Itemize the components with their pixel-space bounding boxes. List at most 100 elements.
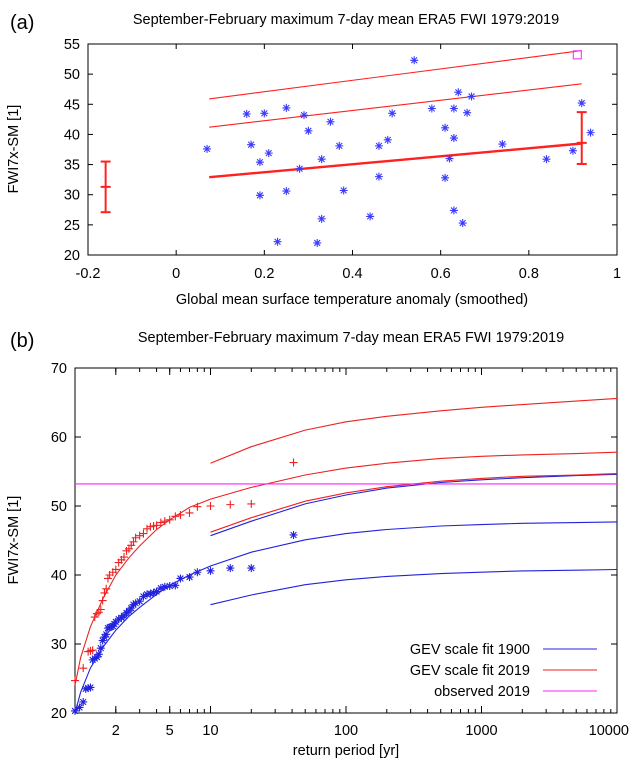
panel-b-point-1900 [171,581,180,590]
panel-a-observation-point [273,237,282,246]
panel-a-xlabel: Global mean surface temperature anomaly … [176,292,528,308]
panel-b-point-2019 [185,508,194,517]
panel-b-legend-label: observed 2019 [434,684,530,700]
panel-b-confidence-line [210,568,618,606]
panel-a-observation-point [577,99,586,108]
panel-b-ylabel: FWI7x-SM [1] [6,496,22,585]
panel-b-point-1900 [102,630,111,639]
panel-b-point-1900 [143,590,152,599]
panel-b-point-1900 [160,582,169,591]
panel-a-observation-point [339,186,348,195]
panel-a-fit-upper-outer [209,50,582,100]
panel-a-xtick-label: -0.2 [76,266,101,282]
panel-b-point-1900 [165,582,174,591]
panel-a-fit-mean [209,142,582,179]
panel-a-observed-2019-point [572,50,582,60]
panel-b-confidence-line [210,473,618,537]
panel-b-point-1900 [149,588,158,597]
panel-a-observation-point [374,172,383,181]
panel-a-observation-point [317,155,326,164]
panel-a-ylabel: FWI7x-SM [1] [6,105,22,194]
panel-b-point-2019 [289,458,298,467]
panel-b-gev-2019-line [74,451,618,686]
panel-a-observation-point [282,103,291,112]
panel-b-point-2019 [79,664,88,673]
panel-b-point-1900 [247,564,256,573]
panel-b-point-1900 [94,650,103,659]
panel-b-legend-label: GEV scale fit 2019 [410,663,530,679]
panel-b-point-2019 [176,510,185,519]
panel-a-observation-point [498,140,507,149]
panel-b-point-1900 [289,530,298,539]
panel-a-plot-frame [87,43,618,256]
panel-b-ytick-label: 40 [51,568,67,584]
panel-a-observation-point [260,109,269,118]
panel-b-point-2019 [171,512,180,521]
panel-a-observation-point [449,206,458,215]
panel-b-point-2019 [92,609,101,618]
panel-b-legend-label: GEV scale fit 1900 [410,642,530,658]
panel-b-point-1900 [185,573,194,582]
panel-a-observation-point [441,173,450,182]
panel-b-point-2019 [193,502,202,511]
panel-b-point-2019 [247,499,256,508]
panel-a-observation-point [458,219,467,228]
panel-b-point-1900 [131,599,140,608]
panel-a-ytick-label: 35 [64,158,80,174]
panel-b-point-1900 [100,633,109,642]
panel-b-point-2019 [96,605,105,614]
panel-b-point-1900 [86,683,95,692]
panel-a-title: September-February maximum 7-day mean ER… [133,12,559,28]
panel-b-xtick-label: 1000 [465,723,497,739]
panel-a-observation-point [242,109,251,118]
panel-b-point-1900 [139,592,148,601]
panel-a-observation-point [454,88,463,97]
panel-a-observation-point [445,154,454,163]
panel-b-point-2019 [88,646,97,655]
panel-a-observation-point [247,140,256,149]
panel-a-observation-point [542,155,551,164]
panel-b-point-2019 [111,565,120,574]
panel-b-confidence-line [210,397,618,464]
panel-b-ytick-label: 20 [51,706,67,722]
panel-a-ytick-label: 45 [64,97,80,113]
panel-a-xtick-label: 0.6 [431,266,451,282]
panel-a-xtick-label: 0 [172,266,180,282]
panel-b-point-1900 [114,615,123,624]
panel-a-ytick-label: 50 [64,67,80,83]
panel-a-observation-point [282,187,291,196]
panel-b-point-2019 [156,518,165,527]
panel-b-point-1900 [135,597,144,606]
panel-a-observation-point [300,111,309,120]
panel-a-xtick-label: 1 [613,266,621,282]
panel-a-observation-point [449,104,458,113]
panel-b-xtick-label: 5 [166,723,174,739]
panel-b-point-2019 [100,588,109,597]
panel-b-point-2019 [71,676,79,685]
panel-a-observation-point [441,123,450,132]
panel-b-axes: 2 5 10 100 1000 10000 20 30 40 50 60 70 [51,361,629,739]
panel-b-point-2019 [129,537,138,546]
panel-a-observation-point [255,158,264,167]
panel-a-observation-point [449,134,458,143]
panel-a-observation-point [463,108,472,117]
panel-a-observation-point [427,104,436,113]
panel-b-point-1900 [193,568,202,577]
panel-b-ytick-label: 60 [51,430,67,446]
panel-a-observation-point [383,135,392,144]
panel-b-ytick-label: 70 [51,361,67,377]
panel-b-gev-1900-line [74,521,618,714]
panel-b-xtick-label: 10 [202,723,218,739]
panel-b-point-1900 [71,706,79,715]
panel-b-point-1900 [79,697,88,706]
panel-b-point-2019 [139,529,148,538]
panel-a-observation-point [326,117,335,126]
panel-b-point-1900 [107,622,116,631]
panel-b-point-2019 [135,531,144,540]
panel-a-ytick-label: 40 [64,127,80,143]
panel-a-observation-point [568,146,577,155]
panel-a-xtick-label: 0.4 [342,266,362,282]
panel-a-xtick-label: 0.2 [254,266,274,282]
panel-b-point-2019 [160,517,169,526]
